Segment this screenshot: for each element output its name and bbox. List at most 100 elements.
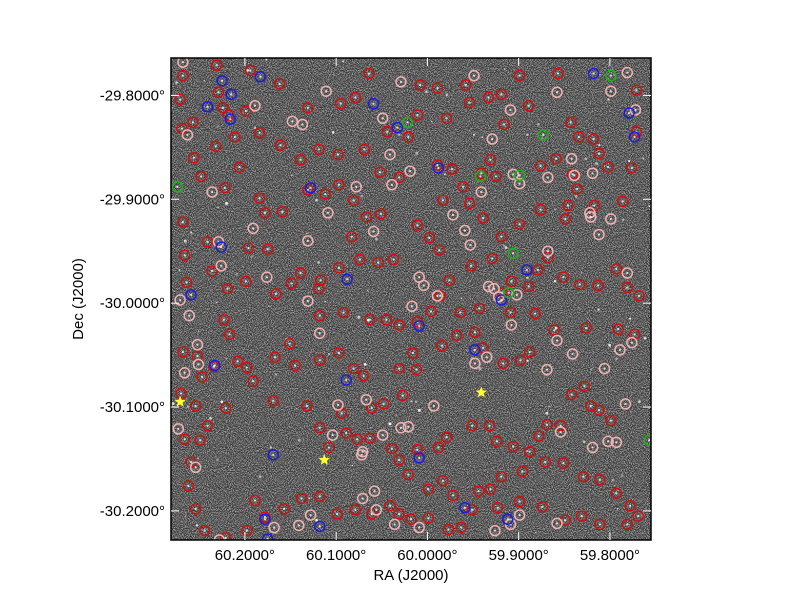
red-circle-marker (472, 485, 485, 497)
red-circle-marker (259, 207, 271, 219)
blue-circle-marker (501, 513, 514, 525)
pink-circle-marker (413, 521, 425, 534)
red-circle-marker (633, 290, 645, 302)
pink-circle-marker (360, 394, 373, 406)
pink-circle-marker (177, 58, 189, 68)
pink-circle-marker (551, 86, 563, 99)
red-circle-marker (357, 370, 370, 382)
blue-circle-marker (216, 75, 228, 87)
background-star (395, 414, 398, 416)
pink-circle-marker (376, 112, 389, 124)
red-circle-marker (201, 236, 214, 248)
red-circle-marker (626, 162, 638, 174)
red-circle-marker (594, 518, 606, 531)
pink-circle-marker (626, 336, 638, 349)
red-circle-marker (294, 267, 307, 279)
pink-circle-marker (178, 367, 191, 379)
red-circle-marker (437, 475, 449, 487)
red-circle-marker (380, 314, 393, 326)
red-circle-marker (450, 329, 463, 342)
red-circle-marker (349, 91, 362, 104)
red-circle-marker (313, 309, 326, 322)
background-star (275, 373, 277, 375)
pink-circle-marker (480, 351, 493, 363)
red-circle-marker (465, 260, 477, 272)
background-star (331, 131, 335, 134)
blue-circle-marker (413, 320, 425, 332)
red-circle-marker (261, 243, 274, 255)
background-star (242, 265, 244, 268)
red-circle-marker (523, 445, 536, 458)
pink-circle-marker (386, 178, 398, 191)
blue-circle-marker (313, 520, 326, 533)
red-circle-marker (534, 160, 547, 172)
blue-circle-marker (267, 449, 279, 461)
background-star (536, 122, 540, 126)
pink-circle-marker (247, 222, 259, 235)
pink-circle-marker (511, 289, 523, 301)
red-circle-marker (313, 282, 325, 295)
background-star (594, 221, 596, 224)
background-star (351, 464, 354, 467)
red-circle-marker (460, 79, 472, 91)
red-circle-marker (242, 242, 255, 254)
red-circle-marker (191, 350, 204, 362)
red-circle-marker (402, 131, 415, 143)
background-star (494, 196, 496, 198)
background-star (443, 173, 446, 176)
background-star (396, 341, 397, 342)
background-star (410, 400, 413, 403)
red-circle-marker (220, 402, 232, 414)
yellow-star-marker (475, 386, 487, 398)
pink-circle-marker (486, 133, 498, 145)
background-star (265, 58, 268, 61)
red-circle-marker (375, 208, 387, 220)
pink-circle-marker (293, 519, 305, 532)
red-circle-marker (188, 151, 200, 164)
pink-circle-marker (598, 362, 611, 375)
red-circle-marker (513, 69, 526, 82)
red-circle-marker (505, 275, 518, 288)
background-star (415, 400, 418, 404)
red-circle-marker (498, 118, 510, 131)
red-circle-marker (372, 256, 384, 269)
background-star (526, 450, 528, 453)
background-star (554, 326, 558, 330)
red-circle-marker (504, 306, 517, 319)
pink-circle-marker (367, 225, 380, 238)
background-star (310, 134, 312, 136)
red-circle-marker (244, 64, 257, 77)
pink-circle-marker (619, 398, 632, 410)
red-circle-marker (491, 435, 503, 448)
red-circle-marker (442, 523, 455, 536)
background-star (460, 297, 462, 300)
x-axis-title: RA (J2000) (373, 567, 448, 584)
pink-circle-marker (586, 441, 599, 454)
red-circle-marker (313, 354, 326, 367)
background-star (445, 93, 449, 96)
background-star (478, 367, 482, 371)
blue-circle-marker (224, 113, 237, 126)
blue-circle-marker (304, 182, 317, 194)
red-circle-marker (196, 371, 208, 383)
background-star (599, 73, 601, 76)
background-star (627, 329, 629, 331)
pink-circle-marker (332, 399, 344, 411)
background-star (534, 531, 537, 534)
background-star (258, 475, 262, 479)
red-circle-marker (393, 508, 405, 520)
red-circle-marker (177, 69, 189, 82)
background-star (303, 411, 305, 413)
background-star (175, 81, 178, 84)
red-circle-marker (495, 88, 508, 101)
background-star (470, 340, 472, 342)
background-star (591, 154, 593, 156)
blue-circle-marker (391, 121, 404, 134)
background-star (643, 336, 647, 340)
red-circle-marker (497, 357, 509, 370)
pink-circle-marker (505, 319, 518, 331)
red-circle-marker (349, 504, 362, 516)
red-circle-marker (559, 213, 571, 225)
pink-circle-marker (322, 207, 334, 219)
red-circle-marker (374, 166, 386, 179)
